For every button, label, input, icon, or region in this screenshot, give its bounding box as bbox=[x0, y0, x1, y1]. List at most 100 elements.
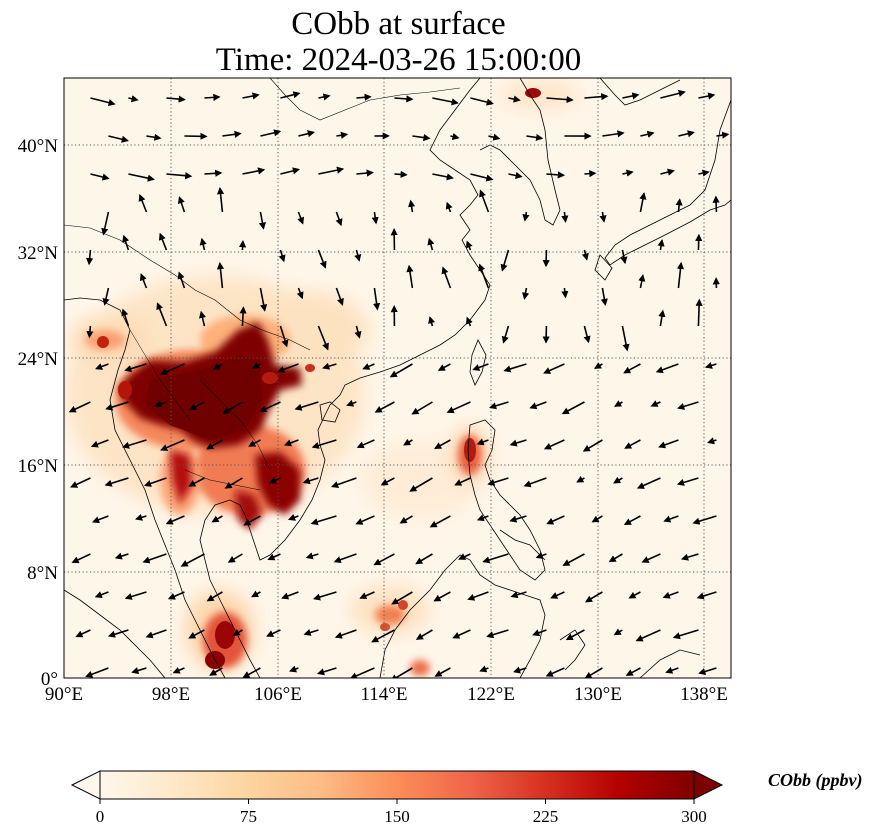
lat-label-16: 16°N bbox=[18, 456, 59, 477]
wind-arrow bbox=[86, 249, 94, 266]
wind-arrow bbox=[242, 167, 266, 175]
wind-arrow bbox=[698, 169, 710, 177]
wind-arrow bbox=[478, 263, 490, 289]
wind-arrow bbox=[204, 93, 221, 101]
wind-arrow bbox=[450, 132, 460, 141]
wind-arrow bbox=[599, 211, 607, 223]
wind-arrow bbox=[317, 325, 329, 351]
wind-arrow bbox=[180, 553, 205, 567]
wind-arrow bbox=[281, 591, 299, 600]
wind-arrow bbox=[122, 234, 130, 251]
wind-arrow bbox=[289, 665, 299, 673]
wind-arrow bbox=[433, 591, 451, 602]
colorbar-max-extend bbox=[693, 770, 724, 800]
wind-arrow bbox=[532, 629, 547, 637]
wind-arrow bbox=[437, 363, 451, 371]
wind-arrow bbox=[239, 306, 247, 327]
wind-arrow bbox=[692, 515, 717, 525]
latitude-labels: 40°N 32°N 24°N 16°N 8°N 0° bbox=[18, 136, 59, 690]
wind-arrow bbox=[487, 477, 509, 486]
wind-arrow bbox=[476, 438, 489, 446]
wind-arrow bbox=[403, 438, 413, 446]
wind-arrow bbox=[621, 325, 630, 352]
wind-arrow bbox=[266, 629, 281, 637]
wind-arrow bbox=[479, 189, 490, 213]
wind-arrow bbox=[355, 515, 375, 525]
wind-arrow bbox=[389, 363, 413, 378]
wind-arrow bbox=[622, 92, 640, 100]
wind-arrow bbox=[199, 237, 207, 251]
wind-arrow bbox=[313, 591, 337, 601]
wind-arrow bbox=[333, 553, 357, 564]
wind-arrow bbox=[660, 89, 686, 99]
wind-arrow bbox=[107, 629, 129, 638]
wind-arrow bbox=[335, 211, 343, 227]
wind-arrow bbox=[90, 173, 110, 181]
colorbar-gradient bbox=[99, 770, 695, 800]
wind-arrow bbox=[297, 211, 305, 225]
wind-arrow bbox=[584, 667, 603, 678]
lat-label-40: 40°N bbox=[18, 136, 59, 157]
wind-arrow bbox=[222, 401, 243, 414]
wind-arrow bbox=[75, 629, 91, 638]
wind-arrow bbox=[305, 552, 319, 560]
wind-arrow bbox=[576, 475, 585, 483]
wind-arrow bbox=[470, 97, 494, 106]
wind-arrow bbox=[128, 173, 155, 182]
wind-arrow bbox=[641, 553, 661, 563]
wind-arrow bbox=[509, 515, 527, 523]
wind-arrow bbox=[311, 439, 337, 449]
wind-arrow bbox=[500, 249, 510, 272]
wind-arrow bbox=[482, 553, 509, 564]
wind-arrow bbox=[415, 553, 433, 565]
wind-arrow bbox=[658, 309, 666, 327]
wind-arrow bbox=[521, 287, 530, 300]
wind-arrow bbox=[346, 399, 357, 407]
lat-label-8: 8°N bbox=[27, 563, 58, 584]
wind-arrow bbox=[665, 666, 679, 674]
wind-arrow bbox=[546, 171, 566, 179]
wind-arrow bbox=[411, 401, 433, 415]
wind-arrow bbox=[105, 401, 129, 411]
wind-arrow bbox=[296, 287, 304, 300]
wind-arrow bbox=[658, 439, 679, 449]
wind-arrow bbox=[158, 232, 168, 251]
wind-arrow bbox=[394, 170, 408, 179]
wind-arrow bbox=[412, 133, 431, 142]
wind-arrow bbox=[356, 439, 375, 449]
wind-arrow bbox=[359, 591, 375, 600]
wind-arrow bbox=[199, 310, 207, 327]
wind-arrow bbox=[479, 665, 489, 673]
wind-arrow bbox=[628, 591, 641, 599]
wind-arrow bbox=[698, 667, 717, 675]
wind-arrow bbox=[278, 249, 286, 263]
wind-arrow bbox=[294, 401, 319, 411]
wind-arrow bbox=[561, 401, 585, 415]
wind-arrow bbox=[677, 401, 699, 410]
wind-arrow bbox=[252, 361, 261, 369]
wind-arrow bbox=[268, 477, 281, 484]
wind-arrow bbox=[166, 172, 193, 180]
wind-arrow bbox=[146, 133, 162, 141]
wind-arrow bbox=[640, 130, 655, 138]
wind-arrow bbox=[445, 201, 453, 213]
wind-arrow bbox=[70, 477, 91, 488]
wind-arrow bbox=[177, 271, 186, 289]
wind-arrow bbox=[695, 298, 703, 327]
wind-arrow bbox=[322, 362, 337, 370]
lat-label-24: 24°N bbox=[18, 349, 59, 370]
wind-arrow bbox=[335, 287, 344, 306]
wind-arrow bbox=[614, 400, 623, 407]
lon-label-114: 114°E bbox=[361, 684, 408, 705]
map-frame bbox=[63, 77, 732, 679]
wind-arrow bbox=[620, 249, 628, 265]
wind-arrow bbox=[90, 97, 116, 107]
wind-arrow bbox=[565, 629, 585, 641]
wind-arrow bbox=[415, 629, 433, 640]
wind-arrow bbox=[466, 316, 473, 327]
wind-arrow bbox=[452, 629, 471, 639]
wind-arrow bbox=[166, 95, 186, 103]
wind-arrow bbox=[581, 249, 589, 261]
wind-arrow bbox=[432, 173, 454, 181]
wind-arrow bbox=[211, 515, 223, 523]
